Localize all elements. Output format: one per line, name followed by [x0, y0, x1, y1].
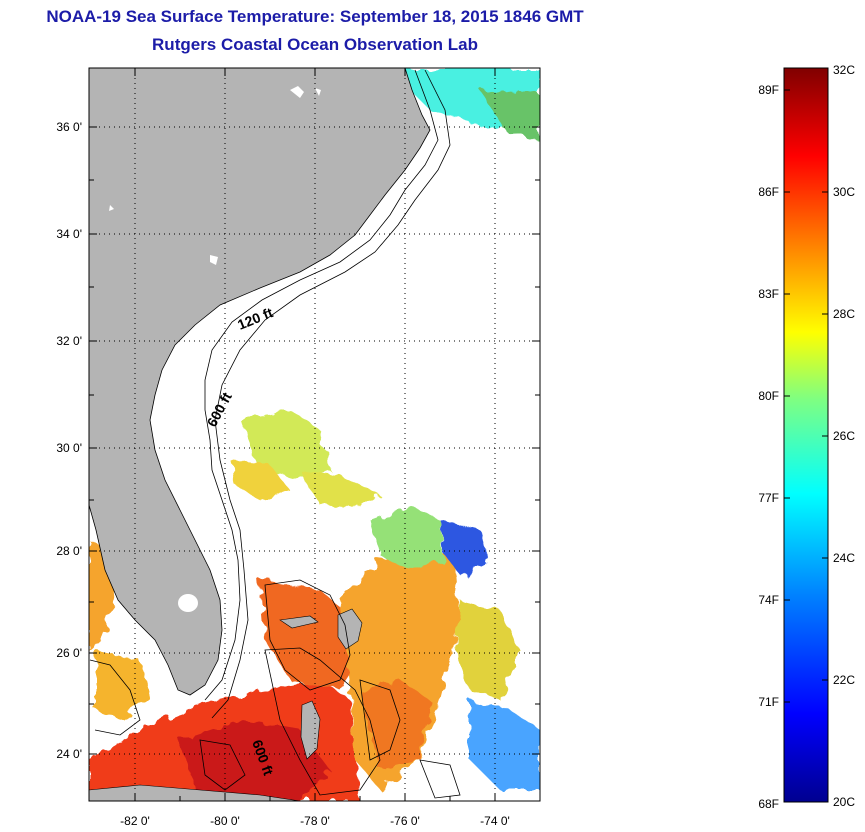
cb-f-80: 80F	[758, 389, 779, 403]
colorbar	[783, 67, 829, 803]
lat-label-26: 26 0'	[56, 646, 82, 660]
cb-f-77: 77F	[758, 491, 779, 505]
cuba-coast	[89, 784, 301, 801]
lon-label-82: -82 0'	[120, 814, 150, 828]
lat-label-36: 36 0'	[56, 120, 82, 134]
bahamas-abaco	[337, 608, 363, 650]
map-title: NOAA-19 Sea Surface Temperature: Septemb…	[46, 7, 584, 26]
lake-okeechobee	[178, 594, 198, 612]
lon-label-80: -80 0'	[210, 814, 240, 828]
lat-label-34: 34 0'	[56, 227, 82, 241]
cb-c-22: 22C	[833, 673, 855, 687]
cb-c-26: 26C	[833, 429, 855, 443]
cb-f-89: 89F	[758, 83, 779, 97]
lat-label-28: 28 0'	[56, 544, 82, 558]
cb-f-74: 74F	[758, 593, 779, 607]
bahamas-andros	[300, 700, 321, 760]
cb-c-28: 28C	[833, 307, 855, 321]
cb-c-20: 20C	[833, 795, 855, 809]
map-grid	[89, 68, 540, 801]
sst-data-layer	[89, 68, 540, 801]
cb-f-83: 83F	[758, 287, 779, 301]
lon-label-78: -78 0'	[300, 814, 330, 828]
lon-label-74: -74 0'	[480, 814, 510, 828]
cb-c-24: 24C	[833, 551, 855, 565]
lon-label-76: -76 0'	[390, 814, 420, 828]
bahamas-grand	[279, 615, 319, 629]
cb-c-32: 32C	[833, 63, 855, 77]
axis-ticks	[89, 68, 540, 801]
cb-f-71: 71F	[758, 695, 779, 709]
bathymetry-contours	[89, 69, 461, 799]
cb-f-68: 68F	[758, 797, 779, 811]
land-mass	[89, 68, 431, 696]
cb-f-86: 86F	[758, 185, 779, 199]
lat-label-32: 32 0'	[56, 334, 82, 348]
lat-label-30: 30 0'	[56, 441, 82, 455]
map-subtitle: Rutgers Coastal Ocean Observation Lab	[152, 35, 478, 54]
cb-c-30: 30C	[833, 185, 855, 199]
colorbar-ticks	[784, 89, 828, 703]
lat-label-24: 24 0'	[56, 747, 82, 761]
